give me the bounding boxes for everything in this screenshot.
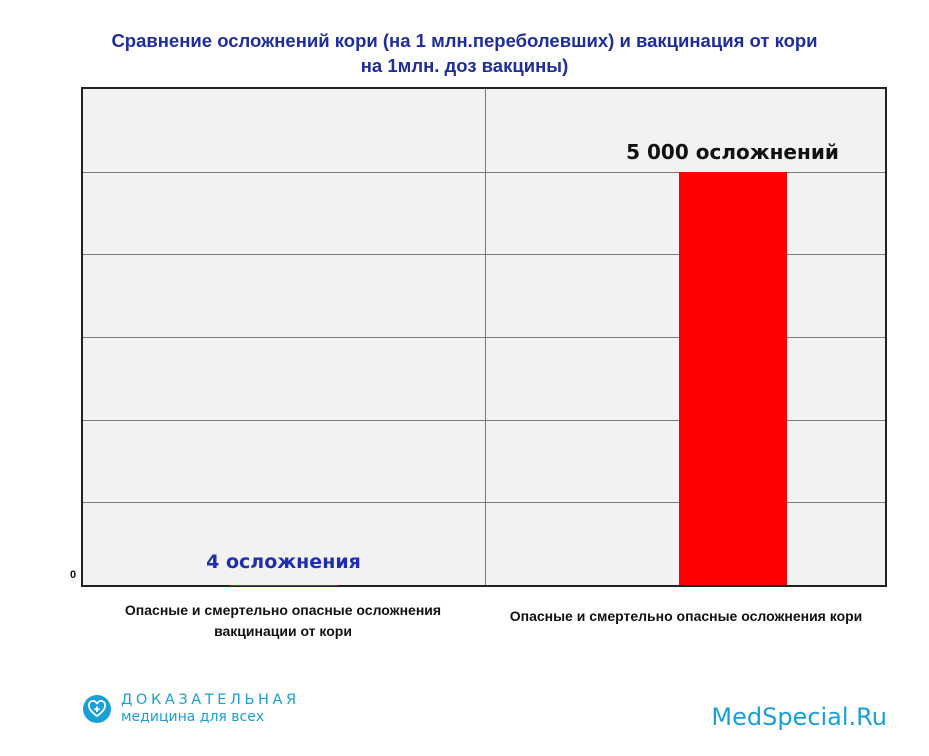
logo-subtitle: медицина для всех (121, 709, 265, 725)
value-label-vaccination: 4 осложнения (206, 551, 361, 573)
logo-title: ДОКАЗАТЕЛЬНАЯ (121, 692, 300, 708)
plus-heart-icon (83, 695, 111, 723)
chart-title-line-1: Сравнение осложнений кори (на 1 млн.пере… (111, 30, 818, 51)
logo: ДОКАЗАТЕЛЬНАЯ медицина для всех (83, 692, 300, 726)
category-label-vaccination: Опасные и смертельно опасные осложнения … (93, 600, 473, 642)
gridline (83, 419, 885, 421)
chart-title-line-2: на 1млн. доз вакцины) (360, 55, 569, 76)
gridline (83, 502, 885, 504)
gridline (83, 254, 885, 256)
category-label-measles-line-1: Опасные и смертельно опасные осложнения … (509, 608, 863, 624)
value-label-measles: 5 000 осложнений (626, 139, 839, 164)
y-tick-label-0: 0 (70, 569, 77, 581)
plot-area: 4 осложнения 5 000 осложнений (81, 87, 887, 587)
gridline (83, 337, 885, 338)
bar-measles (678, 171, 787, 585)
category-label-measles: Опасные и смертельно опасные осложнения … (486, 606, 886, 627)
category-divider (485, 89, 486, 585)
category-label-vaccination-line-2: вакцинации от кори (214, 623, 352, 639)
chart-title: Сравнение осложнений кори (на 1 млн.пере… (0, 28, 929, 78)
gridline (83, 171, 885, 173)
site-name: MedSpecial.Ru (711, 703, 887, 731)
category-label-vaccination-line-1: Опасные и смертельно опасные осложнения (124, 602, 442, 618)
